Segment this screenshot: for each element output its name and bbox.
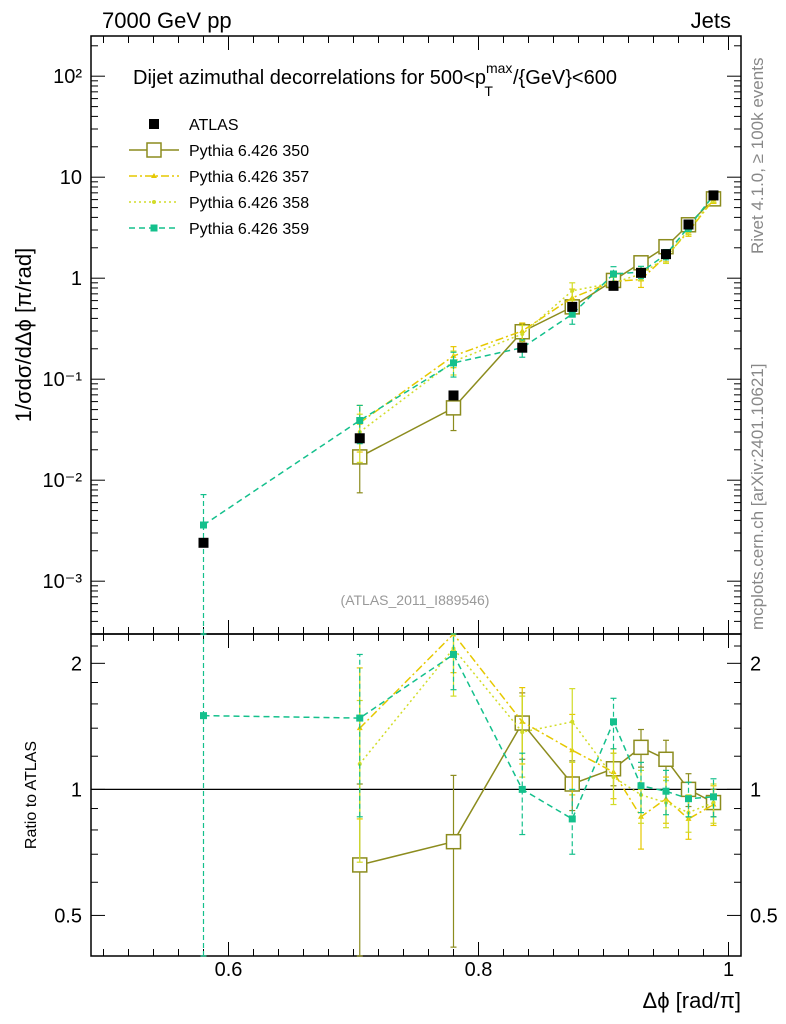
data-point	[658, 751, 674, 768]
ratio-y-tick-label: 2	[71, 653, 82, 675]
ratio-y-tick-label-right: 1	[750, 779, 761, 801]
analysis-id-label: (ATLAS_2011_I889546)	[341, 592, 490, 608]
data-point	[662, 787, 670, 795]
mcplots-credit-label: mcplots.cern.ch [arXiv:2401.10621]	[748, 364, 767, 630]
series-line-p358	[359, 198, 715, 433]
x-axis-label: Δϕ [rad/π]	[643, 988, 741, 1013]
data-point	[200, 521, 207, 529]
data-point	[518, 785, 526, 793]
data-point	[633, 739, 649, 756]
legend-label-p358: Pythia 6.426 358	[189, 195, 309, 212]
series-p359	[200, 633, 717, 957]
data-point	[711, 800, 716, 805]
data-point	[356, 416, 364, 424]
legend-marker-p358	[152, 200, 156, 204]
ratio-y-axis-label: Ratio to ATLAS	[23, 741, 40, 849]
data-point	[611, 775, 616, 780]
legend-marker-p350	[146, 142, 162, 158]
y-tick-label: 10²	[53, 66, 82, 88]
data-point	[610, 270, 617, 278]
series-line-p357	[359, 199, 715, 424]
series-line-p359	[203, 194, 715, 526]
data-point	[567, 301, 578, 312]
data-point	[450, 650, 457, 658]
ratio-plot-frame	[90, 633, 742, 957]
legend-label-p350: Pythia 6.426 350	[189, 143, 309, 160]
data-point	[610, 718, 617, 726]
rivet-version-label: Rivet 4.1.0, ≥ 100k events	[748, 58, 767, 254]
series-p350	[352, 692, 722, 957]
data-point	[354, 433, 365, 444]
main-data-series	[198, 190, 722, 635]
x-tick-label: 0.8	[465, 959, 493, 981]
header-jets-label: Jets	[691, 8, 731, 33]
legend: ATLAS Pythia 6.426 350 Pythia 6.426 357 Pyt…	[129, 117, 309, 238]
data-point	[568, 815, 576, 823]
main-y-axis-label: 1/σdσ/dΔϕ [π/rad]	[11, 248, 36, 423]
data-point	[637, 782, 645, 790]
y-tick-label: 1	[71, 268, 82, 290]
data-point	[661, 249, 671, 260]
ratio-data-series	[200, 632, 722, 957]
data-point	[636, 267, 646, 278]
data-point	[570, 719, 575, 724]
axis-ticks: 0.6 0.8 1 10⁻³ 10⁻² 10⁻¹ 1 10 10² 0.5 0.5 1 1 2 2	[43, 36, 778, 981]
data-point	[683, 219, 694, 230]
ratio-y-tick-label: 1	[71, 779, 82, 801]
y-tick-label: 10⁻²	[43, 470, 83, 492]
series-line-p350	[359, 198, 715, 458]
ratio-y-tick-label-right: 2	[750, 653, 761, 675]
data-point	[198, 537, 209, 548]
y-tick-label: 10⁻¹	[43, 369, 83, 391]
data-point	[517, 342, 528, 353]
data-point	[570, 288, 575, 293]
legend-label-atlas: ATLAS	[189, 117, 239, 134]
data-point	[445, 833, 462, 850]
data-point	[708, 190, 719, 201]
legend-marker-atlas	[149, 119, 159, 129]
series-atlas	[198, 190, 719, 548]
ratio-y-tick-label-right: 0.5	[750, 905, 778, 927]
data-point	[520, 332, 525, 337]
data-point	[608, 280, 619, 291]
legend-label-p357: Pythia 6.426 357	[189, 169, 309, 186]
legend-marker-p359	[150, 224, 158, 232]
series-p350	[352, 191, 722, 494]
series-p358	[356, 633, 717, 863]
data-point	[200, 712, 207, 720]
x-tick-label: 1	[723, 959, 734, 981]
data-point	[450, 359, 457, 367]
legend-label-p359: Pythia 6.426 359	[189, 221, 309, 238]
main-plot-title: Dijet azimuthal decorrelations for 500<p…	[133, 60, 617, 99]
series-p358	[356, 194, 717, 464]
data-point	[448, 390, 459, 401]
y-tick-label: 10	[60, 167, 82, 189]
data-point	[445, 400, 462, 416]
data-point	[710, 793, 717, 801]
header-energy-label: 7000 GeV pp	[102, 8, 232, 33]
data-point	[520, 730, 525, 735]
series-line-p350	[359, 721, 714, 866]
x-tick-label: 0.6	[215, 959, 243, 981]
y-tick-label: 10⁻³	[43, 571, 83, 593]
ratio-y-tick-label: 0.5	[54, 905, 82, 927]
series-line-p357	[359, 632, 714, 820]
data-point	[568, 310, 576, 318]
data-point	[356, 714, 364, 722]
legend-marker-p357	[151, 173, 157, 178]
series-line-p359	[203, 653, 714, 821]
data-point	[685, 795, 692, 803]
